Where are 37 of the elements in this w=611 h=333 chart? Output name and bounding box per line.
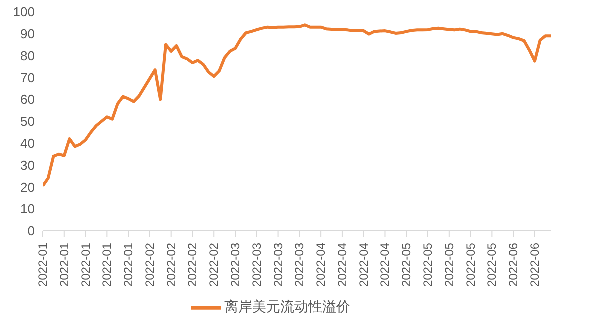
y-tick-label: 100: [13, 4, 35, 20]
x-tick-label: 2022-04: [378, 242, 392, 288]
x-tick-label: 2022-01: [57, 242, 72, 288]
y-tick-label: 30: [20, 158, 35, 173]
x-tick-label: 2022-04: [356, 242, 371, 288]
x-tick-label: 2022-05: [464, 242, 478, 288]
x-tick-label: 2022-01: [122, 242, 136, 288]
y-tick-label: 40: [20, 136, 35, 152]
y-tick-label: 80: [20, 48, 35, 64]
y-tick-label: 0: [28, 224, 35, 239]
line-series: [43, 24, 551, 188]
x-tick-label: 2022-03: [292, 242, 307, 288]
x-tick-label: 2022-05: [442, 242, 456, 288]
x-tick-label: 2022-05: [400, 242, 414, 288]
x-tick-label: 2022-04: [314, 242, 328, 288]
x-tick-label: 2022-06: [528, 242, 542, 288]
y-tick-label: 90: [20, 26, 35, 42]
x-tick-label: 2022-05: [485, 242, 500, 288]
y-tick-label: 70: [20, 70, 35, 86]
x-tick-label: 2022-05: [421, 242, 436, 288]
x-tick-label: 2022-02: [207, 242, 222, 288]
legend-label: 离岸美元流动性溢价: [224, 298, 350, 315]
x-tick-label: 2022-03: [228, 242, 243, 288]
x-tick-label: 2022-01: [78, 242, 93, 288]
x-tick-label: 2022-01: [100, 242, 114, 288]
x-tick-label: 2022-02: [164, 242, 178, 288]
y-tick-label: 50: [20, 114, 35, 130]
y-tick-label: 60: [20, 92, 35, 108]
y-tick-label: 10: [20, 202, 35, 217]
x-tick-label: 2022-04: [335, 242, 350, 288]
x-tick-label: 2022-01: [36, 242, 50, 288]
x-tick-label: 2022-03: [271, 242, 286, 288]
x-tick-label: 2022-02: [186, 242, 200, 288]
x-tick-label: 2022-06: [506, 242, 521, 288]
x-tick-label: 2022-03: [250, 242, 264, 288]
x-tick-label: 2022-02: [142, 242, 157, 288]
y-tick-label: 20: [20, 180, 35, 195]
